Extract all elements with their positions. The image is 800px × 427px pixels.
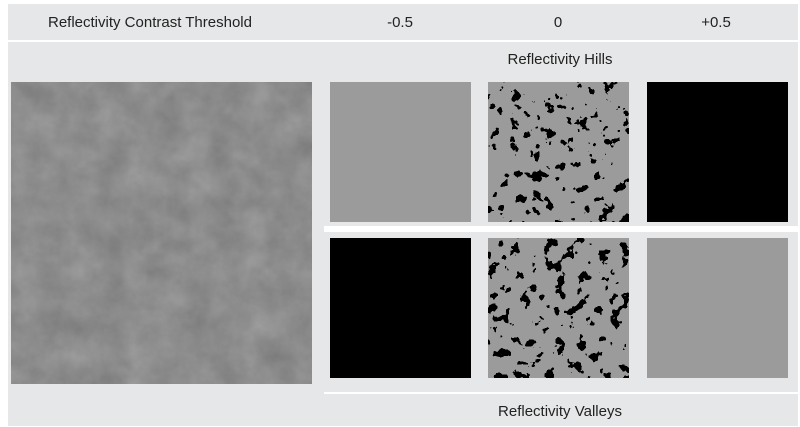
valleys-neg-image [330,238,471,378]
valleys-row-label: Reflectivity Valleys [498,403,622,420]
valleys-pos-image [647,238,788,378]
header-band [8,4,798,40]
threshold-neg-label: -0.5 [387,14,413,31]
valleys-zero-image [488,238,629,378]
threshold-pos-label: +0.5 [701,14,731,31]
threshold-title: Reflectivity Contrast Threshold [48,14,252,31]
threshold-zero-label: 0 [553,14,563,31]
hills-label-band [8,42,798,76]
hills-row-label: Reflectivity Hills [507,51,613,68]
original-reflectivity-image [11,82,312,384]
hills-pos-image [647,82,788,222]
valleys-label-band [8,394,798,426]
hills-neg-image [330,82,471,222]
hills-zero-image [488,82,629,222]
